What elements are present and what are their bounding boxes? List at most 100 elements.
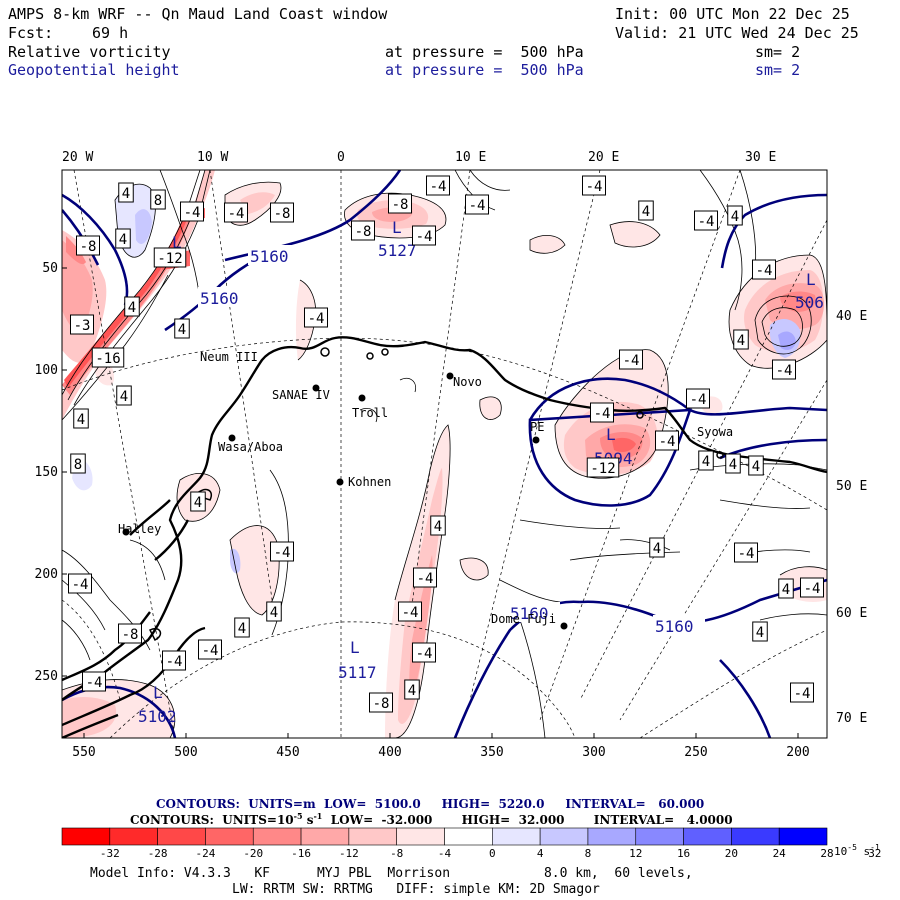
vorticity-label: 4: [128, 300, 136, 316]
vorticity-label-box: [790, 682, 814, 703]
vorticity-label-box: [91, 347, 125, 368]
colorbar-swatch: [300, 827, 350, 846]
vorticity-label: -4: [659, 434, 676, 450]
colorbar-swatch: [587, 827, 637, 846]
map-frame: [61, 169, 828, 739]
vorticity-label-box: [68, 573, 92, 594]
vorticity-label: 4: [120, 389, 128, 405]
vorticity-label: -4: [804, 581, 821, 597]
vorticity-label: 4: [756, 625, 764, 641]
colorbar-swatch: [539, 827, 589, 846]
colorbar-swatch: [61, 827, 111, 846]
vorticity-label: -4: [416, 646, 433, 662]
colorbar-tick-label: 28: [820, 847, 833, 860]
vorticity-label-box: [649, 537, 665, 558]
vorticity-label-box: [388, 193, 412, 214]
vorticity-label-box: [727, 205, 743, 226]
vorticity-label: -4: [202, 643, 219, 659]
vorticity-label-box: [270, 541, 294, 562]
station-dot: [122, 528, 130, 536]
vorticity-label-box: [404, 679, 420, 700]
axis-labels: 20 W 10 W 0 10 E 20 E 30 E 40 E 50 E 60 …: [35, 150, 868, 760]
colorbar-tick-label: 0: [489, 847, 496, 860]
height-label: 5160: [510, 604, 549, 623]
vorticity-label-box: [162, 650, 186, 671]
vorticity-label: -4: [698, 214, 715, 230]
vorticity-label-box: [116, 385, 132, 406]
vorticity-contour-info: CONTOURS: UNITS=10-5 s-1 LOW= -32.000 HI…: [130, 811, 733, 827]
vorticity-label: 4: [408, 683, 416, 699]
station-name: PE: [530, 420, 544, 434]
y-tick-label: 100: [35, 363, 58, 378]
graticule: [62, 170, 827, 738]
station-dot: [336, 478, 344, 486]
colorbar-swatch: [109, 827, 158, 846]
vorticity-label-box: [150, 189, 166, 210]
field2-level: at pressure = 500 hPa: [385, 61, 584, 79]
vorticity-label-box: [266, 601, 282, 622]
vorticity-label: 4: [702, 454, 710, 470]
station-name: Syowa: [697, 425, 733, 439]
colorbar-swatch: [252, 827, 302, 846]
vorticity-label-box: [304, 307, 328, 328]
low-marker: L: [806, 270, 816, 289]
colorbar-swatch: [778, 827, 828, 846]
colorbar-tick-label: 8: [585, 847, 592, 860]
colorbar-unit: 10-5 s-1: [834, 843, 880, 858]
colorbar-swatch: [348, 827, 397, 846]
height-label: 5160: [200, 289, 239, 308]
vorticity-label: 8: [74, 457, 82, 473]
vorticity-label-box: [124, 296, 140, 317]
colorbar-tick-label: 32: [868, 847, 881, 860]
vorticity-label: -4: [794, 686, 811, 702]
vort-units-exp: -5: [293, 811, 303, 821]
vorticity-label-box: [638, 200, 654, 221]
colorbar-swatch: [731, 827, 780, 846]
colorbar-swatch: [205, 827, 254, 846]
vorticity-label: 4: [782, 582, 790, 598]
vorticity-label: -4: [166, 654, 183, 670]
vorticity-label-box: [734, 542, 758, 563]
vorticity-label: -8: [355, 224, 372, 240]
vorticity-label-box: [224, 202, 248, 223]
colorbar-unit-exp: -5: [847, 843, 857, 852]
vorticity-label-box: [413, 567, 437, 588]
vorticity-label: -4: [738, 546, 755, 562]
vorticity-label-box: [694, 210, 718, 231]
station-dot: [312, 384, 320, 392]
lon-label-right: 70 E: [836, 711, 867, 726]
vorticity-label: 4: [731, 209, 739, 225]
x-tick-label: 550: [72, 745, 95, 760]
colorbar-swatch: [492, 827, 541, 846]
field1-name: Relative vorticity: [8, 43, 171, 61]
vorticity-label-box: [76, 235, 100, 256]
vorticity-label: -8: [392, 197, 409, 213]
vorticity-label: -4: [72, 577, 89, 593]
vorticity-label-box: [619, 349, 643, 370]
height-label: 5160: [250, 247, 289, 266]
station-name: Halley: [118, 522, 161, 536]
model-info: Model Info: V4.3.3 KF MYJ PBL Morrison 8…: [90, 866, 693, 881]
lon-label: 30 E: [745, 150, 776, 165]
station-name: Novo: [453, 375, 482, 389]
vorticity-label-box: [412, 225, 436, 246]
coastline: [62, 336, 827, 738]
vorticity-label: -4: [86, 675, 103, 691]
low-marker: L: [153, 683, 163, 702]
colorbar-tick-label: -28: [148, 847, 168, 860]
x-tick-label: 250: [684, 745, 707, 760]
height-label: 5160: [655, 617, 694, 636]
vorticity-label: 4: [729, 457, 737, 473]
init-time: Init: 00 UTC Mon 22 Dec 25: [615, 5, 850, 23]
vorticity-label: -4: [594, 406, 611, 422]
vorticity-label: -8: [80, 239, 97, 255]
field1-level: at pressure = 500 hPa: [385, 43, 584, 61]
vorticity-label-box: [752, 621, 768, 642]
vorticity-label-box: [590, 402, 614, 423]
vorticity-label: 4: [434, 519, 442, 535]
vorticity-label-box: [234, 617, 250, 638]
x-tick-label: 400: [378, 745, 401, 760]
vorticity-label: 4: [119, 232, 127, 248]
colorbar-swatches: [61, 827, 828, 846]
low-marker: L: [606, 425, 616, 444]
